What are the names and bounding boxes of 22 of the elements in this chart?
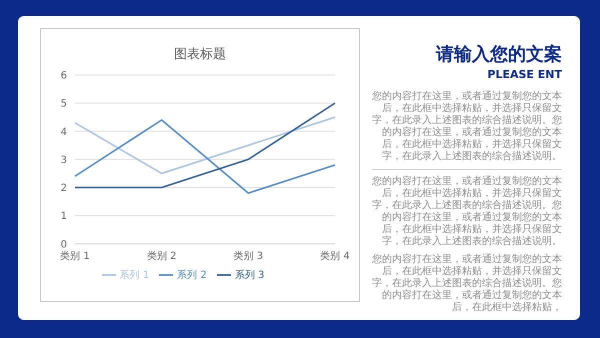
y-tick-label: 2 xyxy=(60,183,67,194)
text: 您的内容打在这里，或者通过复制您的文本后，在此框中选择粘贴，并选择只保留文字，在此录入上述图表的综合描述说明。您的内容打在这里，或者通过复制您的文本后，在此框中选择粘贴，并选择只保留文字，在此录入上述图表的综合描述说明。 xyxy=(372,91,562,163)
y-tick-label: 4 xyxy=(60,126,67,138)
y-tick-label: 5 xyxy=(60,98,67,110)
y-tick-label: 3 xyxy=(60,154,67,166)
text: 您的内容打在这里，或者通过复制您的文本后，在此框中选择粘贴，并选择只保留文字，在此录入上述图表的综合描述说明。您的内容打在这里，或者通过复制您的文本后，在此框中选择粘贴，并选择只保留文字，在此录入上述图表的综合描述说明。 xyxy=(372,176,562,248)
y-tick-label: 0 xyxy=(60,239,67,250)
x-tick-label: 类别 2 xyxy=(146,250,176,262)
text: 请输入您的文案 xyxy=(434,43,562,66)
legend-label: 系列 2 xyxy=(177,270,207,281)
legend-label: 系列 1 xyxy=(120,270,150,281)
y-tick-label: 1 xyxy=(60,211,67,222)
x-tick-label: 类别 1 xyxy=(60,250,90,262)
legend-label: 系列 3 xyxy=(234,270,264,281)
line-series xyxy=(74,116,336,174)
text: PLEASE ENT xyxy=(486,68,562,81)
y-tick-label: 6 xyxy=(60,70,67,82)
x-tick-label: 类别 3 xyxy=(234,250,264,262)
x-tick-label: 类别 4 xyxy=(320,250,350,262)
chart-title: 图表标题 xyxy=(173,46,227,63)
line-series xyxy=(74,119,336,194)
text: 您的内容打在这里，或者通过复制您的文本后，在此框中选择粘贴，并选择只保留文字，在此录入上述图表的综合描述说明。您的内容打在这里，或者通过复制您的文本后，在此框中选择粘贴， xyxy=(372,254,562,314)
